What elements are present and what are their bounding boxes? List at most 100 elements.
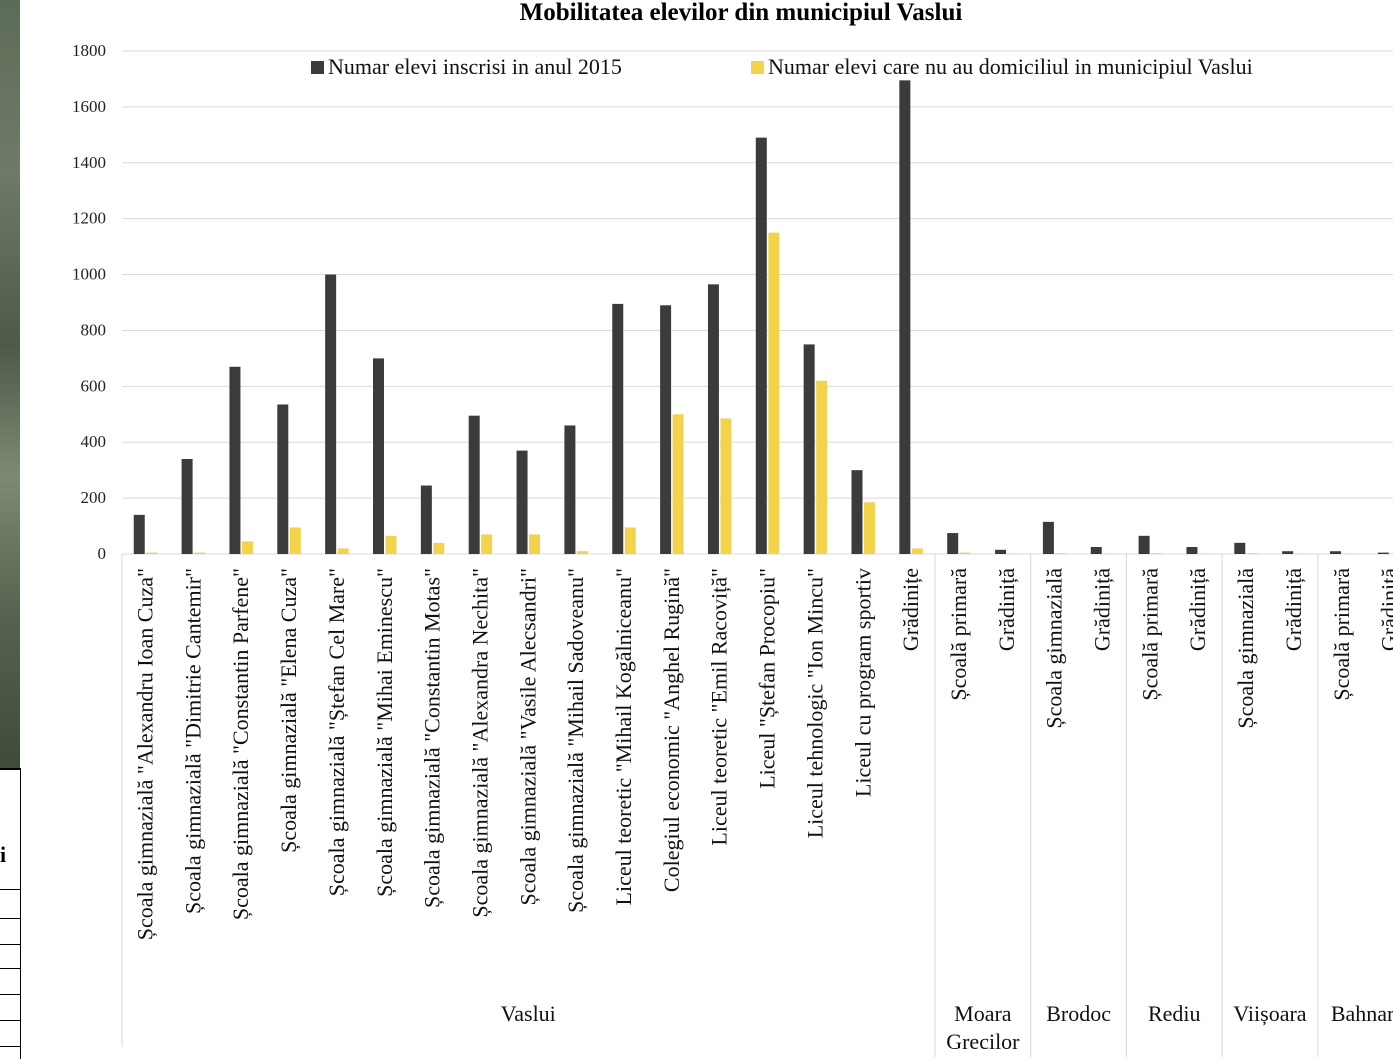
x-category-label: Școala gimnazială xyxy=(1042,568,1067,729)
x-category-label: Școala gimnazială xyxy=(1233,568,1258,729)
bar-non-resident xyxy=(673,414,684,554)
x-category-label: Liceul teoretic "Emil Racoviță" xyxy=(707,568,732,846)
x-category-label: Liceul "Ștefan Procopiu" xyxy=(755,568,780,789)
x-category-label: Școala gimnazială "Mihail Sadoveanu" xyxy=(563,568,588,913)
x-category-label: Școala gimnazială "Alexandra Nechita" xyxy=(467,568,492,918)
bar-enrolled xyxy=(1139,536,1150,554)
bar-non-resident xyxy=(242,541,253,554)
bar-enrolled xyxy=(612,304,623,554)
bar-enrolled xyxy=(373,358,384,554)
bar-non-resident xyxy=(1008,553,1019,554)
x-group-label: Viișoara xyxy=(1233,1001,1306,1026)
x-group-label: Bahnari xyxy=(1331,1001,1393,1026)
x-category-label: Școala gimnazială "Alexandru Ioan Cuza" xyxy=(133,568,158,940)
x-category-label: Grădiniță xyxy=(1090,568,1115,651)
bar-non-resident xyxy=(816,381,827,554)
legend-swatch xyxy=(311,61,324,74)
bar-non-resident xyxy=(625,527,636,554)
x-category-label: Colegiul economic "Anghel Rugină" xyxy=(659,568,684,892)
bar-non-resident xyxy=(1151,553,1162,554)
bar-enrolled xyxy=(1282,551,1293,554)
bar-enrolled xyxy=(947,533,958,554)
x-category-label: Grădinițe xyxy=(898,568,923,651)
bar-non-resident xyxy=(912,548,923,554)
bar-enrolled xyxy=(660,305,671,554)
y-tick-label: 400 xyxy=(81,432,107,451)
x-category-label: Școală primară xyxy=(1137,568,1162,701)
x-category-label: Școală primară xyxy=(1329,568,1354,701)
legend-label: Numar elevi care nu au domiciliul in mun… xyxy=(768,54,1253,79)
bar-non-resident xyxy=(1055,553,1066,554)
bar-non-resident xyxy=(1247,553,1258,554)
x-category-label: Grădiniță xyxy=(1281,568,1306,651)
x-group-label: Rediu xyxy=(1148,1001,1201,1026)
chart-title: Mobilitatea elevilor din municipiul Vasl… xyxy=(520,0,963,26)
x-category-label: Grădiniță xyxy=(1377,568,1393,651)
y-tick-label: 1800 xyxy=(72,41,106,60)
bar-non-resident xyxy=(338,548,349,554)
bar-enrolled xyxy=(1186,547,1197,554)
y-tick-label: 0 xyxy=(98,544,107,563)
bar-non-resident xyxy=(720,418,731,554)
x-category-label: Școala gimnazială "Elena Cuza" xyxy=(276,568,301,853)
bar-enrolled xyxy=(899,80,910,554)
bar-enrolled xyxy=(469,416,480,554)
y-tick-label: 1600 xyxy=(72,97,106,116)
x-category-label: Grădiniță xyxy=(1185,568,1210,651)
bar-enrolled xyxy=(1043,522,1054,554)
bar-enrolled xyxy=(1091,547,1102,554)
bar-non-resident xyxy=(577,551,588,554)
x-category-label: Liceul cu program sportiv xyxy=(850,568,875,797)
bar-non-resident xyxy=(1343,553,1354,554)
bar-enrolled xyxy=(1234,543,1245,554)
bar-enrolled xyxy=(277,404,288,554)
bar-enrolled xyxy=(134,515,145,554)
x-category-label: Școala gimnazială "Vasile Alecsandri" xyxy=(515,568,540,905)
x-category-label: Școala gimnazială "Dimitrie Cantemir" xyxy=(180,568,205,914)
bar-enrolled xyxy=(564,425,575,554)
x-category-label: Școala gimnazială "Mihai Eminescu" xyxy=(372,568,397,897)
x-group-label: Vaslui xyxy=(501,1001,556,1026)
bar-non-resident xyxy=(1103,553,1114,554)
bar-non-resident xyxy=(433,543,444,554)
x-category-label: Liceul teoretic "Mihail Kogălniceanu" xyxy=(611,568,636,905)
bar-enrolled xyxy=(325,275,336,554)
y-tick-label: 600 xyxy=(81,376,107,395)
bar-non-resident xyxy=(864,502,875,554)
y-tick-label: 800 xyxy=(81,320,107,339)
bar-non-resident xyxy=(529,534,540,554)
x-group-label: Moara xyxy=(954,1001,1012,1026)
y-tick-label: 1400 xyxy=(72,153,106,172)
bars xyxy=(134,80,1393,554)
x-category-label: Școala gimnazială "Ștefan Cel Mare" xyxy=(324,568,349,896)
x-category-label: Școală primară xyxy=(946,568,971,701)
x-axis-category-labels: Școala gimnazială "Alexandru Ioan Cuza" Ș… xyxy=(133,568,1393,940)
bar-non-resident xyxy=(290,527,301,554)
y-tick-label: 1200 xyxy=(72,209,106,228)
bar-enrolled xyxy=(852,470,863,554)
bar-enrolled xyxy=(995,550,1006,554)
x-category-label: Școala gimnazială "Constantin Parfene" xyxy=(228,568,253,920)
bar-non-resident xyxy=(768,233,779,554)
x-group-label: Grecilor xyxy=(946,1029,1020,1054)
bar-non-resident xyxy=(960,553,971,554)
x-category-label: Grădiniță xyxy=(994,568,1019,651)
x-category-label: Școala gimnazială "Constantin Motas" xyxy=(420,568,445,908)
bar-enrolled xyxy=(804,344,815,554)
bar-enrolled xyxy=(517,451,528,554)
bar-non-resident xyxy=(146,553,157,554)
bar-non-resident xyxy=(1199,553,1210,554)
bar-non-resident xyxy=(386,536,397,554)
bar-non-resident xyxy=(194,553,205,554)
x-category-label: Liceul tehnologic "Ion Mincu" xyxy=(802,568,827,838)
bar-enrolled xyxy=(708,284,719,554)
bar-non-resident xyxy=(1295,553,1306,554)
bar-enrolled xyxy=(1378,553,1389,554)
bar-enrolled xyxy=(756,138,767,554)
x-group-label: Brodoc xyxy=(1046,1001,1111,1026)
y-tick-label: 1000 xyxy=(72,265,106,284)
